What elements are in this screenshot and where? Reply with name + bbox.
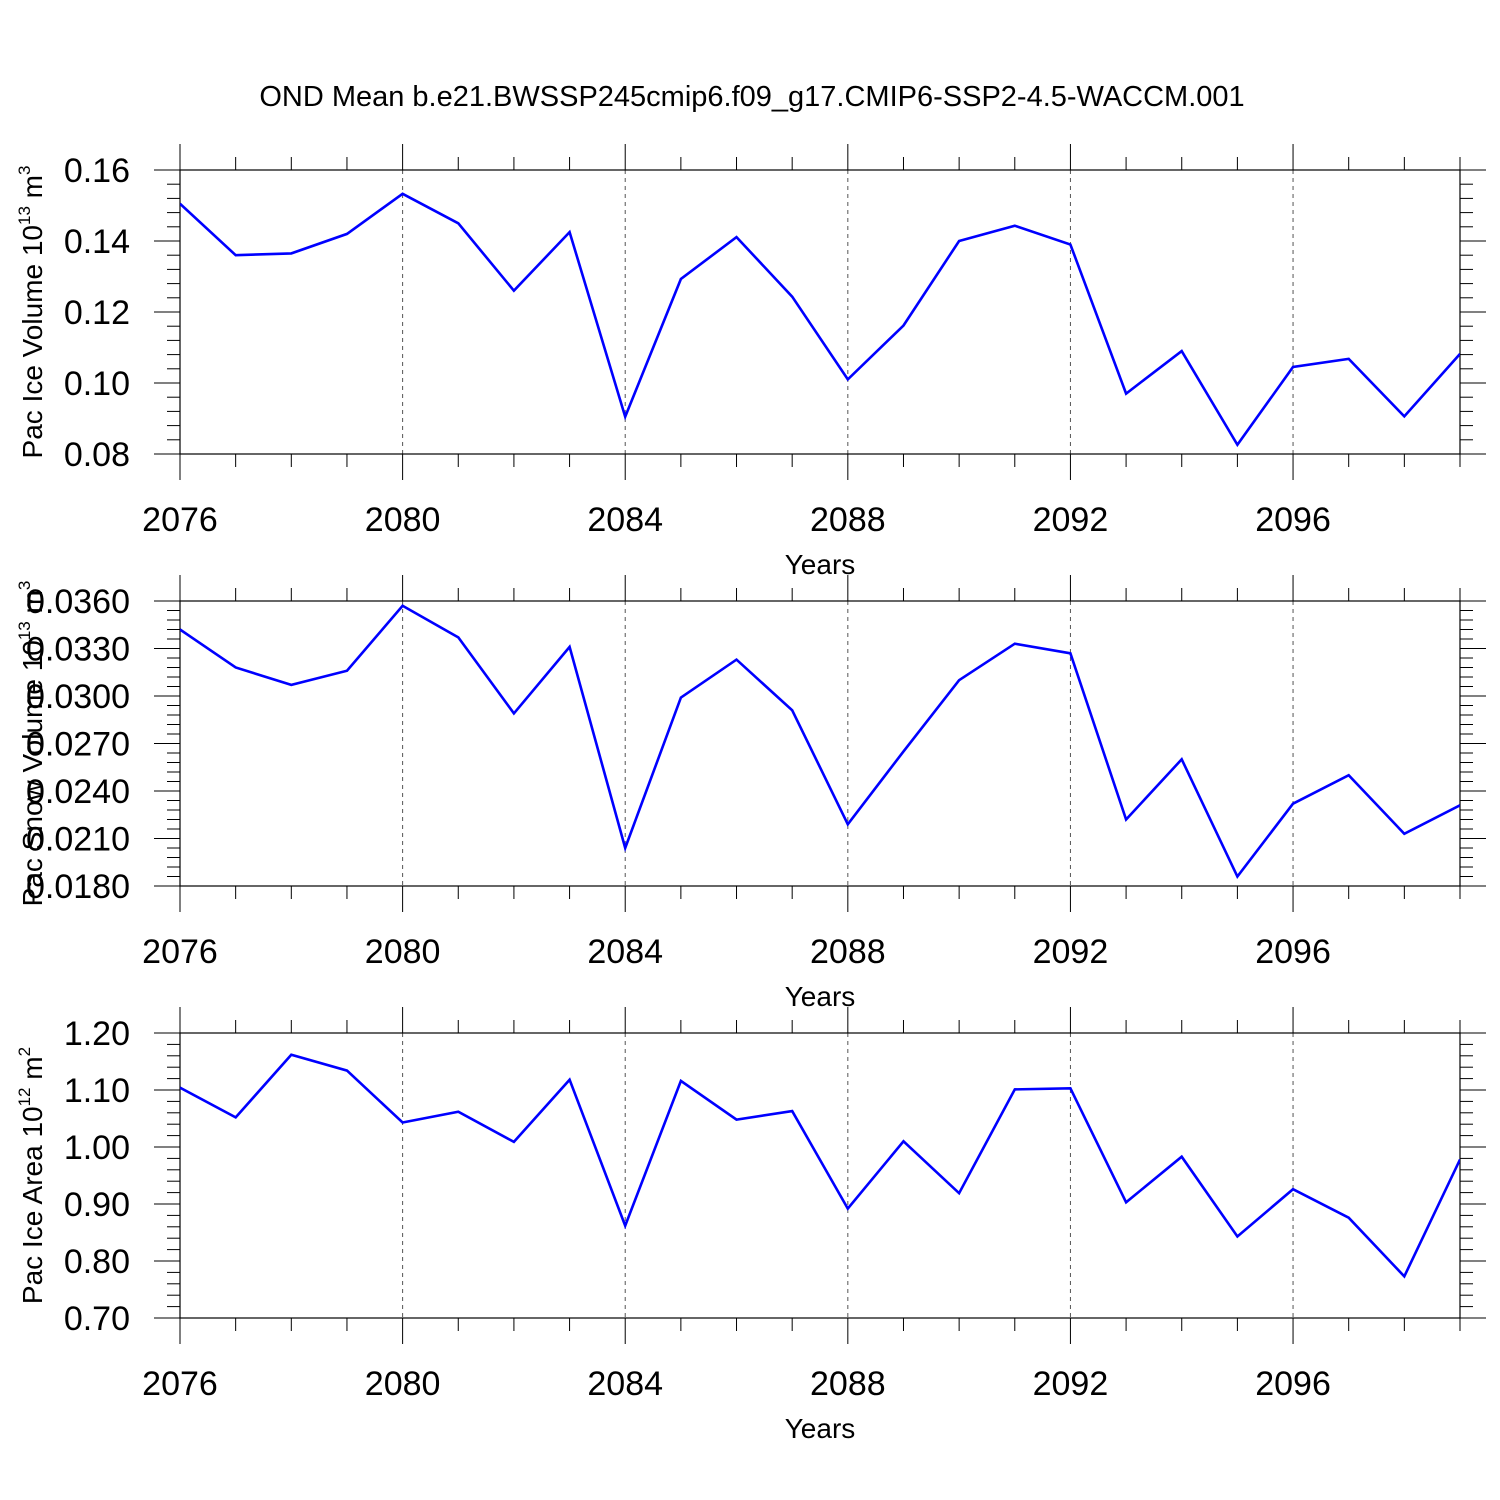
y-axis-title-exp: 13 [15, 621, 34, 640]
y-tick-label: 0.16 [64, 152, 130, 190]
y-tick-label: 0.70 [64, 1300, 130, 1338]
series-line [180, 604, 1460, 879]
x-tick-label: 2088 [810, 501, 886, 539]
plot-frame [179, 1032, 1461, 1319]
x-axis-title: Years [785, 981, 856, 1012]
y-axis-title-prefix: Pac Ice Area 10 [17, 1106, 48, 1304]
x-axis-title: Years [785, 1413, 856, 1444]
y-axis-title-unit-exp: 3 [15, 166, 34, 175]
x-tick-label: 2076 [142, 1365, 218, 1403]
x-tick-label: 2096 [1255, 501, 1331, 539]
y-axis-title-unit: m [17, 1056, 48, 1087]
y-axis-title: Pac Ice Volume 1013 m3 [15, 166, 48, 459]
x-tick-label: 2092 [1033, 501, 1109, 539]
y-tick-label: 0.90 [64, 1186, 130, 1224]
x-tick-label: 2084 [587, 933, 663, 971]
y-tick-label: 0.0270 [26, 726, 130, 764]
x-tick-label: 2080 [365, 501, 441, 539]
y-axis-title-prefix: Pac Ice Volume 10 [17, 225, 48, 458]
x-tick-label: 2088 [810, 933, 886, 971]
y-tick-label: 0.0360 [26, 583, 130, 621]
y-axis-title-unit: m [17, 175, 48, 206]
y-tick-label: 1.10 [64, 1072, 130, 1110]
x-tick-label: 2076 [142, 501, 218, 539]
x-tick-label: 2092 [1033, 1365, 1109, 1403]
y-axis-title-unit: m [17, 590, 48, 621]
y-axis-title-prefix: Pac Snow Volume 10 [17, 640, 48, 906]
x-tick-label: 2084 [587, 501, 663, 539]
panel-3: 2076 2080 2084 2088 2092 2096 0.70 0.80 0.90 1.00… [15, 1007, 1486, 1444]
x-axis-title: Years [785, 549, 856, 580]
y-tick-label: 0.0240 [26, 773, 130, 811]
x-tick-label: 2096 [1255, 933, 1331, 971]
y-tick-label: 0.12 [64, 294, 130, 332]
y-tick-label: 0.80 [64, 1243, 130, 1281]
x-tick-label: 2096 [1255, 1365, 1331, 1403]
panel-1: 2076 2080 2084 2088 2092 2096 0.08 0.10 0.12 0.14… [15, 144, 1486, 580]
x-tick-label: 2088 [810, 1365, 886, 1403]
y-axis-title: Pac Snow Volume 1013 m3 [15, 581, 48, 907]
x-tick-label: 2092 [1033, 933, 1109, 971]
y-tick-label: 1.00 [64, 1129, 130, 1167]
y-axis-title: Pac Ice Area 1012 m2 [15, 1047, 48, 1304]
figure-title: OND Mean b.e21.BWSSP245cmip6.f09_g17.CMI… [259, 81, 1244, 113]
y-axis-title-exp: 13 [15, 206, 34, 225]
x-tick-label: 2080 [365, 933, 441, 971]
y-tick-label: 0.14 [64, 223, 130, 261]
y-tick-label: 0.10 [64, 365, 130, 403]
y-tick-label: 0.0330 [26, 631, 130, 669]
series-line [180, 192, 1460, 448]
x-tick-label: 2076 [142, 933, 218, 971]
y-tick-label: 0.0180 [26, 868, 130, 906]
y-tick-label: 0.0300 [26, 678, 130, 716]
y-tick-label: 1.20 [64, 1015, 130, 1053]
y-axis-title-unit-exp: 2 [15, 1047, 34, 1056]
y-axis-title-unit-exp: 3 [15, 581, 34, 590]
x-tick-label: 2080 [365, 1365, 441, 1403]
y-tick-label: 0.08 [64, 436, 130, 474]
y-axis-title-exp: 12 [15, 1087, 34, 1106]
x-tick-label: 2084 [587, 1365, 663, 1403]
series-line [180, 1053, 1460, 1279]
panel-2: 2076 2080 2084 2088 2092 2096 0.0180 0.0210 0.02… [15, 575, 1486, 1012]
y-tick-label: 0.0210 [26, 821, 130, 859]
